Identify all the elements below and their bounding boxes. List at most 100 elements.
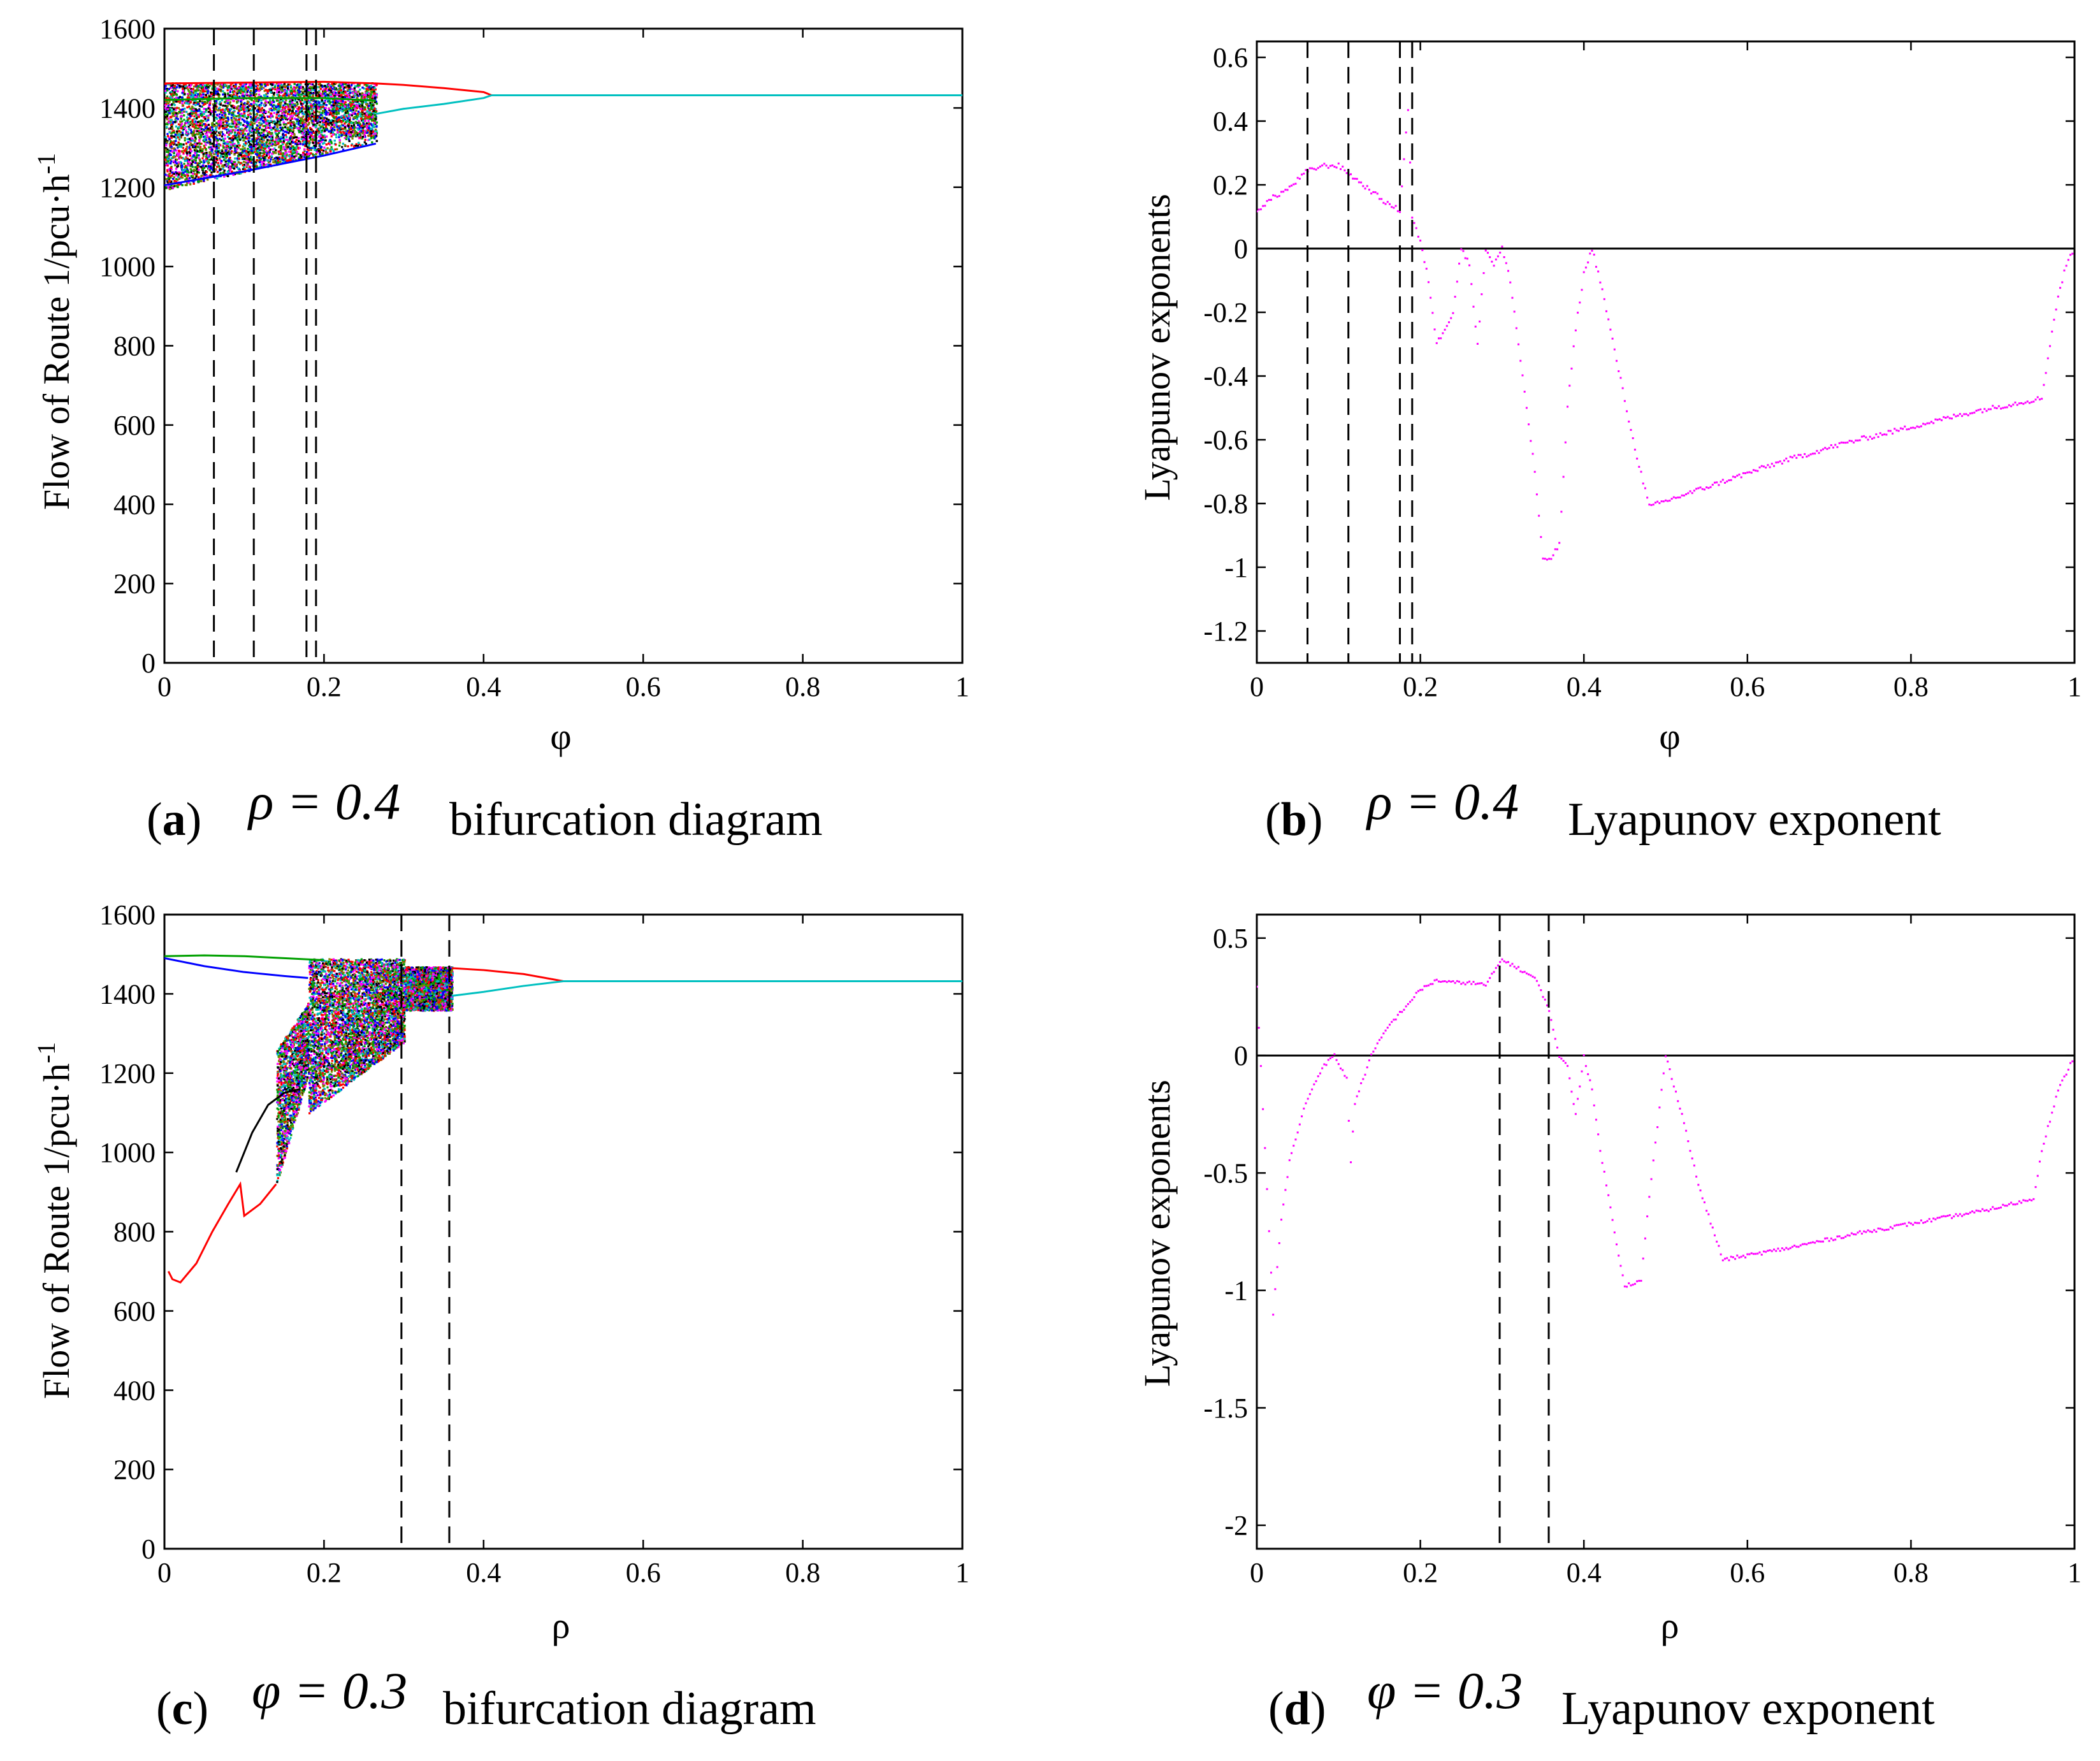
panel-a-chaos-point [340, 85, 342, 87]
panel-a-chaos-point [255, 93, 257, 96]
panel-a-chaos-point [187, 122, 190, 125]
panel-a-chaos-point [226, 89, 229, 92]
panel-a-chaos-point [168, 149, 170, 152]
panel-a-chaos-point [354, 101, 357, 103]
panel-a-chaos-point [335, 94, 338, 96]
panel-a-chaos-point [268, 127, 272, 129]
panel-a-chaos-point [363, 87, 365, 90]
panel-a-chaos-point [236, 96, 238, 98]
panel-a-chaos-point [277, 117, 280, 120]
panel-a-chaos-point [317, 140, 320, 142]
panel-a-chaos-point [357, 94, 359, 98]
panel-a-chaos-point [236, 136, 239, 139]
panel-a-chaos-point [198, 120, 201, 123]
panel-a-chaos-point [365, 111, 368, 114]
panel-a-chaos-point [260, 166, 263, 168]
panel-a-chaos-point [281, 141, 284, 144]
panel-a-chaos-point [279, 161, 282, 163]
panel-a-chaos-point [260, 146, 263, 149]
panel-a-chaos-point [224, 151, 226, 154]
panel-a-chaos-point [371, 86, 373, 89]
panel-a-chaos-point [166, 174, 169, 177]
panel-a-chaos-point [224, 146, 226, 149]
panel-a-chaos-point [262, 132, 264, 134]
panel-a-chaos-point [247, 156, 249, 159]
panel-a-chaos-point [229, 83, 232, 86]
panel-a-chaos-point [355, 103, 358, 106]
panel-a-chaos-point [335, 104, 338, 106]
panel-a-chaos-point [169, 168, 171, 170]
panel-a-chaos-point [179, 150, 182, 152]
panel-a-chaos-point [328, 140, 331, 143]
panel-a-chaos-point [282, 85, 285, 87]
panel-a-chaos-point [216, 99, 219, 101]
panel-a-chaos-point [314, 134, 316, 137]
panel-a-chaos-point [254, 113, 256, 116]
panel-a-chaos-point [172, 142, 175, 145]
panel-a-chaos-point [166, 95, 169, 98]
panel-a-chaos-point [212, 83, 214, 85]
panel-a-chaos-point [245, 166, 248, 168]
panel-a-chaos-point [307, 107, 310, 110]
panel-a-chaos-point [300, 125, 303, 127]
panel-a-chaos-point [172, 135, 175, 138]
panel-a-chaos-point [219, 106, 221, 109]
panel-a-chaos-point [190, 87, 192, 91]
panel-a-chaos-point [233, 136, 235, 139]
panel-a-chaos-point [289, 138, 291, 141]
panel-a-chaos-point [171, 110, 173, 113]
panel-a-chaos-point [194, 104, 197, 106]
panel-a-chaos-point [357, 85, 359, 89]
panel-a-chaos-point [209, 113, 212, 116]
panel-a-chaos-point [178, 101, 181, 104]
panel-a-chaos-point [192, 146, 195, 149]
panel-a-chaos-point [187, 151, 190, 154]
panel-a-chaos-point [368, 108, 372, 112]
panel-a-chaos-point [288, 131, 291, 134]
panel-a-chaos-point [191, 143, 193, 147]
panel-a-chaos-point [308, 147, 311, 149]
panel-a-chaos-point [218, 103, 221, 105]
panel-a-chaos-point [200, 142, 203, 145]
panel-a-chaos-point [185, 171, 189, 174]
panel-a-chaos-point [181, 120, 184, 122]
panel-a-chaos-point [166, 87, 169, 91]
panel-a-chaos-point [262, 125, 264, 127]
panel-a-chaos-point [214, 156, 216, 159]
panel-a-chaos-point [185, 150, 188, 152]
panel-a-chaos-point [254, 138, 257, 141]
panel-a-chaos-point [266, 95, 269, 98]
panel-a-chaos-point [322, 127, 325, 129]
panel-a-chaos-point [303, 139, 307, 141]
panel-a-chaos-point [233, 164, 235, 166]
panel-a-chaos-point [207, 117, 210, 119]
panel-a-chaos-point [214, 157, 216, 161]
panel-a-chaos-point [228, 110, 231, 112]
panel-a-chaos-point [222, 141, 225, 143]
panel-a-chaos-point [348, 113, 351, 116]
panel-a-chaos-point [301, 112, 304, 115]
panel-a-chaos-point [168, 136, 171, 139]
panel-a-chaos-point [363, 141, 366, 143]
panel-a-chaos-point [230, 139, 233, 141]
panel-a-ytick-label: 1200 [99, 172, 156, 203]
panel-a-chaos-point [192, 170, 195, 172]
panel-a-chaos-point [269, 117, 272, 119]
panel-a-chaos-point [330, 146, 333, 149]
panel-a-chaos-point [295, 122, 298, 125]
panel-a-chaos-point [331, 87, 334, 90]
panel-a-chaos-point [177, 123, 180, 126]
panel-a-chaos-point [250, 143, 253, 146]
panel-a-chaos-point [370, 85, 372, 87]
panel-a-chaos-point [298, 130, 300, 133]
panel-a-chaos-point [177, 184, 179, 187]
panel-a-chaos-point [365, 91, 367, 94]
panel-a-chaos-point [271, 82, 273, 85]
panel-a-chaos-point [289, 116, 292, 119]
panel-a-chaos-point [171, 112, 173, 115]
panel-a-chaos-point [324, 122, 327, 125]
panel-a-chaos-point [286, 153, 288, 156]
panel-a-chaos-point [356, 96, 359, 99]
panel-a-chaos-point [179, 108, 182, 111]
panel-a-chaos-point [210, 92, 213, 96]
